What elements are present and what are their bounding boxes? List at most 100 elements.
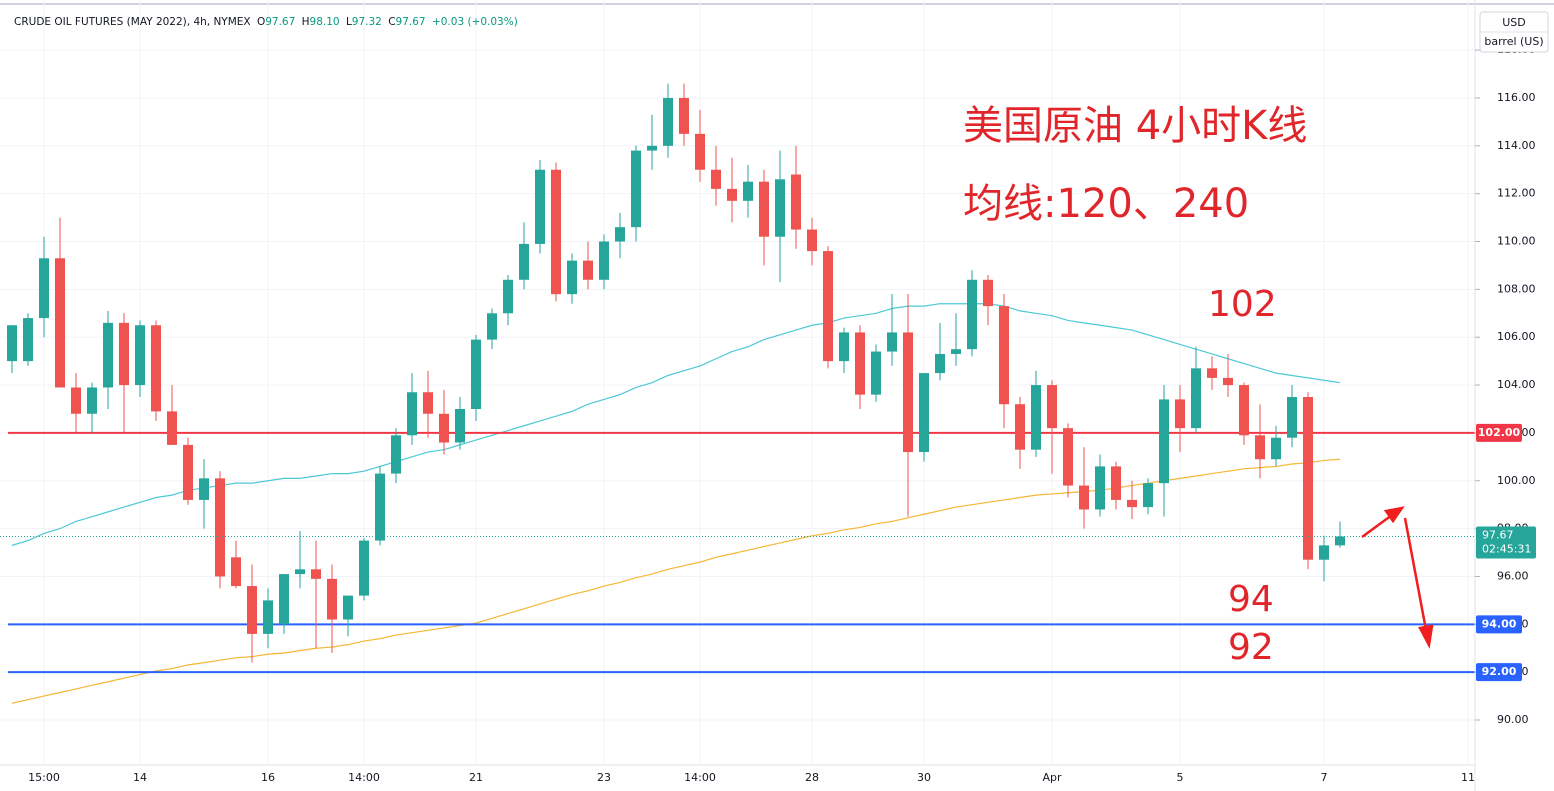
candle-body <box>455 408 465 443</box>
level-label: 92.00 <box>1482 665 1517 678</box>
ohlc-key: L <box>346 16 352 28</box>
candle-body <box>231 557 241 587</box>
candle-body <box>1015 404 1025 450</box>
candle-body <box>743 181 753 201</box>
x-tick-label: 5 <box>1177 771 1184 784</box>
ohlc-value: 97.67 <box>265 16 295 28</box>
candle-body <box>151 325 161 412</box>
y-tick-label: 110.00 <box>1497 235 1536 248</box>
x-tick-label: 14:00 <box>684 771 716 784</box>
candle-body <box>423 392 433 414</box>
candle-body <box>615 227 625 242</box>
candle-body <box>711 169 721 189</box>
candle-body <box>1207 368 1217 378</box>
moving-average-line <box>11 303 1341 546</box>
candle-body <box>1031 385 1041 450</box>
candle-body <box>247 586 257 634</box>
candle-body <box>887 332 897 352</box>
y-tick-label: 116.00 <box>1497 91 1536 104</box>
candle-body <box>1191 368 1201 429</box>
candle-body <box>759 181 769 237</box>
candle-body <box>775 179 785 237</box>
level-label-box <box>1476 615 1522 634</box>
currency[interactable]: USD <box>1502 16 1526 29</box>
level-label-box <box>1476 423 1522 442</box>
candle-body <box>295 569 305 575</box>
candle-body <box>1175 399 1185 429</box>
candle-body <box>935 353 945 374</box>
candle-body <box>1287 397 1297 438</box>
last-price-label: 97.67 <box>1482 529 1514 542</box>
x-tick-label: 16 <box>261 771 275 784</box>
price-axis: 90.0092.0094.0096.0098.00100.00102.00104… <box>1475 43 1536 726</box>
candle-body <box>535 169 545 244</box>
candle-body <box>1159 399 1169 484</box>
candle-body <box>951 349 961 354</box>
candle-body <box>1047 385 1057 429</box>
arrowhead <box>1383 506 1405 524</box>
candle-body <box>23 318 33 362</box>
candle-body <box>327 578 337 620</box>
candle-body <box>487 313 497 340</box>
annotation-level: 102 <box>1208 284 1277 325</box>
candle-body <box>279 574 289 625</box>
candle-body <box>215 478 225 577</box>
x-tick-label: 14:00 <box>348 771 380 784</box>
annotation-title: 美国原油 4小时K线 <box>963 103 1307 149</box>
candle-body <box>7 325 17 362</box>
y-tick-label: 114.00 <box>1497 139 1536 152</box>
candle-body <box>55 258 65 388</box>
ohlc-key: C <box>388 16 395 28</box>
candle-body <box>967 279 977 350</box>
candle-body <box>87 387 97 414</box>
candle-body <box>919 373 929 453</box>
candle-body <box>695 133 705 170</box>
candle-body <box>375 473 385 541</box>
candle-body <box>1335 536 1345 546</box>
change: +0.03 (+0.03%) <box>432 16 518 28</box>
x-tick-label: 11 <box>1461 771 1475 784</box>
y-tick-label: 112.00 <box>1497 187 1536 200</box>
annotation-level: 92 <box>1228 627 1274 668</box>
candle-body <box>599 241 609 280</box>
candle-body <box>343 595 353 620</box>
candle-body <box>823 251 833 362</box>
candle-body <box>183 444 193 500</box>
candle-body <box>407 392 417 436</box>
candle-body <box>519 243 529 280</box>
candle-body <box>551 169 561 295</box>
candle-body <box>999 306 1009 405</box>
unit[interactable]: barrel (US) <box>1484 35 1543 48</box>
candle-body <box>263 600 273 634</box>
x-tick-label: 28 <box>805 771 819 784</box>
candle-body <box>471 339 481 409</box>
candle-body <box>119 322 129 386</box>
candle-body <box>71 387 81 414</box>
candle-body <box>1063 428 1073 486</box>
candle-body <box>647 145 657 151</box>
candle-body <box>1095 466 1105 510</box>
ohlc-value: 98.10 <box>310 16 340 28</box>
x-tick-label: 30 <box>917 771 931 784</box>
candle-body <box>807 229 817 252</box>
annotation-level: 94 <box>1228 579 1274 620</box>
arrowhead <box>1418 624 1434 649</box>
candle-body <box>39 258 49 319</box>
candle-body <box>1127 499 1137 508</box>
candle-body <box>103 322 113 388</box>
annotation-ma: 均线:120、240 <box>963 181 1249 227</box>
candle-body <box>359 540 369 596</box>
candle-body <box>1239 385 1249 436</box>
ohlc-value: 97.67 <box>396 16 426 28</box>
candle-body <box>583 260 593 280</box>
y-tick-label: 90.00 <box>1497 713 1529 726</box>
ohlc-key: H <box>302 16 310 28</box>
candle-body <box>1319 545 1329 560</box>
x-tick-label: 21 <box>469 771 483 784</box>
candle-body <box>727 188 737 201</box>
candle-body <box>135 325 145 386</box>
candle-body <box>1079 485 1089 510</box>
candle-body <box>311 569 321 579</box>
